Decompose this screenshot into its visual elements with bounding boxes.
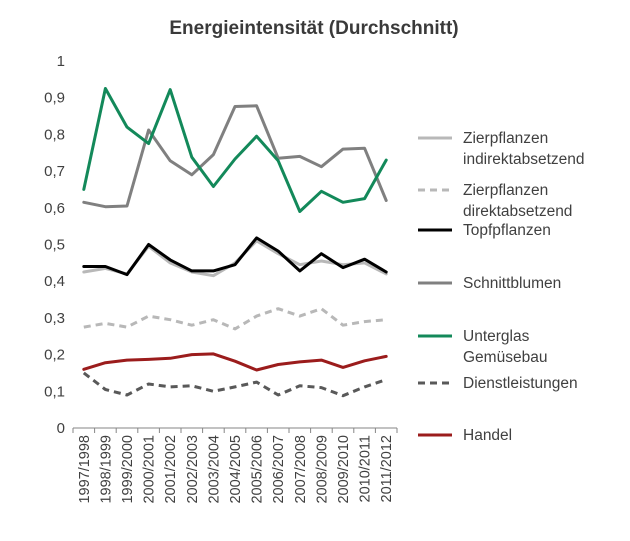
x-tick-label: 2008/2009 (314, 435, 330, 504)
x-tick-label: 2003/2004 (206, 435, 222, 504)
series-line (83, 307, 387, 331)
series-layer (82, 87, 388, 398)
legend-label: Schnittblumen (463, 275, 561, 292)
x-tick-label: 2007/2008 (293, 435, 309, 504)
legend-item: Handel (418, 427, 512, 444)
x-tick-label: 2006/2007 (271, 435, 287, 504)
x-axis: 1997/1998 1998/1999 1999/2000 2000/2001 2001… (72, 427, 398, 504)
legend-label: Unterglas Gemüsebau (463, 328, 547, 366)
y-tick-label: 0,1 (44, 383, 65, 400)
x-tick-label: 2011/2012 (379, 435, 395, 502)
x-tick-label: 1998/1999 (98, 435, 114, 504)
legend-label: Zierpflanzen direktabsetzend (463, 182, 572, 220)
x-tick-label: 2001/2002 (163, 435, 179, 504)
x-tick-label: 1997/1998 (77, 435, 93, 504)
legend-item: Zierpflanzen indirektabsetzend (418, 130, 585, 168)
legend-label: Dienstleistungen (463, 375, 578, 392)
x-tick-label: 1999/2000 (120, 435, 136, 504)
y-tick-label: 0,6 (44, 200, 65, 217)
x-tick-label: 2009/2010 (336, 435, 352, 504)
y-tick-label: 0,7 (44, 163, 65, 180)
legend-item: Unterglas Gemüsebau (418, 328, 547, 366)
legend-item: Dienstleistungen (418, 375, 578, 392)
legend-label: Handel (463, 427, 512, 444)
x-tick-label: 2005/2006 (250, 435, 266, 504)
x-tick-label: 2010/2011 (358, 435, 374, 502)
y-tick-label: 0,9 (44, 90, 65, 107)
y-tick-label: 0,5 (44, 237, 65, 254)
legend-label: Zierpflanzen indirektabsetzend (463, 130, 585, 168)
series-line (82, 104, 388, 209)
series-line (82, 352, 388, 372)
y-tick-label: 1 (57, 53, 65, 70)
legend-item: Schnittblumen (418, 275, 561, 292)
x-tick-label: 2000/2001 (142, 435, 158, 504)
legend-item: Topfpflanzen (418, 222, 551, 239)
y-tick-label: 0,2 (44, 347, 65, 364)
y-tick-label: 0,8 (44, 126, 65, 143)
y-tick-label: 0,4 (44, 273, 65, 290)
x-tick-label: 2004/2005 (228, 435, 244, 504)
legend-label: Topfpflanzen (463, 222, 551, 239)
legend-item: Zierpflanzen direktabsetzend (418, 182, 572, 220)
series-line (82, 87, 388, 213)
x-tick-label: 2002/2003 (185, 435, 201, 504)
y-axis: 0 0,1 0,2 0,3 0,4 0,5 0,6 0,7 0,8 0,9 1 (44, 53, 65, 437)
y-tick-label: 0,3 (44, 310, 65, 327)
legend: Zierpflanzen indirektabsetzend Zierpflanze… (418, 130, 585, 444)
series-line (82, 236, 388, 277)
chart-title: Energieintensität (Durchschnitt) (169, 18, 458, 39)
series-line (82, 371, 387, 398)
y-tick-label: 0 (57, 420, 65, 437)
